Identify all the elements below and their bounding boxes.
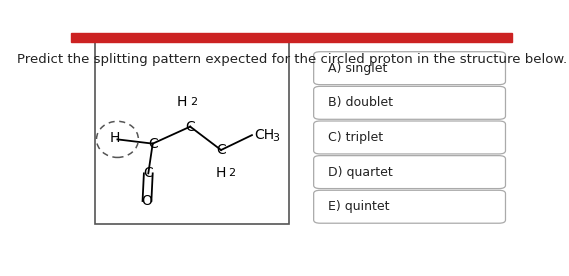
FancyBboxPatch shape [314,86,505,119]
Text: C: C [143,166,153,181]
FancyBboxPatch shape [314,156,505,189]
Text: C: C [185,120,195,134]
FancyBboxPatch shape [96,42,290,224]
Text: A) singlet: A) singlet [328,62,387,75]
FancyBboxPatch shape [314,190,505,223]
Text: H: H [216,166,226,181]
Text: O: O [142,194,152,208]
FancyBboxPatch shape [314,52,505,85]
Text: C: C [216,143,226,157]
Text: 2: 2 [189,97,197,107]
FancyBboxPatch shape [314,121,505,154]
Text: B) doublet: B) doublet [328,96,393,109]
Text: D) quartet: D) quartet [328,166,393,179]
Text: H: H [110,131,121,145]
Bar [71,33,512,42]
Text: 2: 2 [229,168,236,178]
Text: 3: 3 [272,133,279,143]
Text: Predict the splitting pattern expected for the circled proton in the structure b: Predict the splitting pattern expected f… [17,53,567,66]
Text: H: H [177,95,187,109]
Text: E) quintet: E) quintet [328,200,390,213]
Text: C) triplet: C) triplet [328,131,384,144]
Text: C: C [148,137,158,151]
Text: CH: CH [254,128,274,142]
